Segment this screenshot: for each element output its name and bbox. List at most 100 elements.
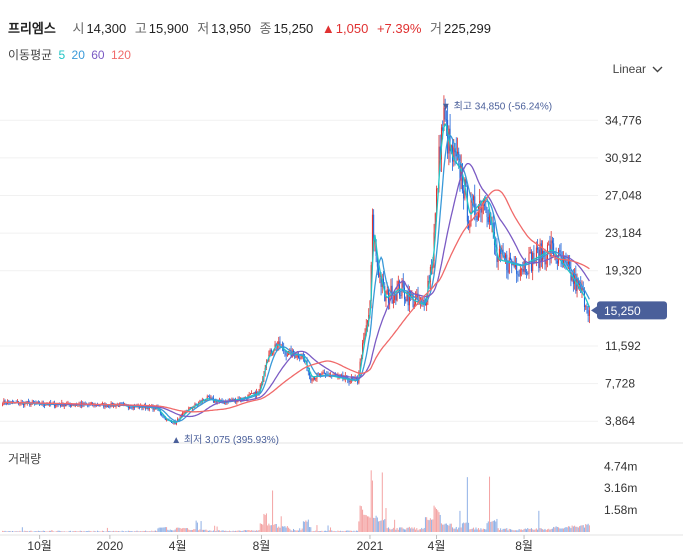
candle <box>470 199 472 222</box>
candle <box>115 405 117 407</box>
volume-bar <box>551 528 553 532</box>
candle <box>272 352 274 355</box>
candle <box>5 403 7 405</box>
volume-bar <box>586 524 588 532</box>
candle <box>74 404 76 406</box>
candle <box>579 283 581 285</box>
candle <box>424 303 426 306</box>
candle <box>90 402 92 405</box>
volume-bar <box>106 527 108 532</box>
candle <box>386 289 388 294</box>
volume-bar <box>159 527 161 532</box>
volume-bar <box>354 531 356 532</box>
candle <box>222 402 224 404</box>
candle <box>363 337 365 344</box>
volume-bar <box>81 530 83 532</box>
candle <box>498 248 500 257</box>
volume-bar <box>214 525 216 532</box>
candle <box>183 412 185 414</box>
volume-bar <box>206 530 208 532</box>
volume-bar <box>484 529 486 532</box>
candle <box>587 309 589 316</box>
volume-bar <box>305 520 307 532</box>
ma-60-line <box>2 162 590 418</box>
candle <box>216 401 218 403</box>
volume-bar <box>365 515 367 532</box>
volume-bar <box>164 527 166 532</box>
volume-bar <box>448 525 450 532</box>
volume-bar <box>36 531 38 532</box>
volume-bar <box>360 506 362 532</box>
volume-bar <box>309 527 311 532</box>
volume-bar <box>224 530 226 532</box>
volume-bar <box>506 528 508 532</box>
candle <box>516 264 518 274</box>
volume-panel-title: 거래량 <box>8 452 42 466</box>
candle <box>2 404 4 406</box>
volume-bar <box>585 524 587 532</box>
moving-average-legend[interactable]: 이동평균 5 20 60 120 <box>8 46 134 63</box>
volume-bar <box>311 531 313 532</box>
volume-bar <box>534 529 536 532</box>
candle <box>449 128 451 151</box>
candle <box>279 341 281 348</box>
volume-bar <box>538 510 540 532</box>
candle <box>307 370 309 372</box>
volume-bar <box>353 530 355 532</box>
ma-5-line <box>2 122 591 424</box>
candle <box>588 310 590 316</box>
volume-bar <box>244 530 246 532</box>
volume-bar <box>512 530 514 532</box>
volume-bar <box>136 530 138 532</box>
candle <box>348 380 350 383</box>
candle <box>295 357 297 358</box>
volume-bar <box>148 531 150 532</box>
low-value: 13,950 <box>211 21 251 36</box>
volume-bar <box>560 528 562 532</box>
volume-bar <box>196 522 198 532</box>
volume-bar <box>442 524 444 532</box>
volume-bar <box>103 530 105 532</box>
candle <box>385 293 387 302</box>
candle <box>278 341 280 346</box>
x-tick-label: 8월 <box>253 539 271 553</box>
volume-bar <box>357 530 359 532</box>
volume-bar <box>125 530 127 532</box>
volume-bar <box>454 528 456 532</box>
candle <box>236 400 238 403</box>
volume-bar <box>233 531 235 532</box>
candle <box>251 393 253 395</box>
volume-bar <box>496 518 498 532</box>
candle <box>101 403 103 405</box>
candle <box>412 294 414 308</box>
candle <box>378 266 380 277</box>
volume-bar <box>77 531 79 532</box>
volume-bar <box>116 531 118 532</box>
candle <box>380 273 382 287</box>
volume-bar <box>280 516 282 532</box>
volume-bar <box>378 521 380 532</box>
volume-bar <box>524 528 526 532</box>
volume-bar <box>500 528 502 532</box>
volume-bar <box>476 529 478 532</box>
volume-bar <box>566 527 568 532</box>
volume-bar <box>301 528 303 532</box>
volume-bar <box>461 523 463 532</box>
scale-toggle[interactable]: Linear <box>613 62 663 76</box>
volume-bar <box>191 529 193 532</box>
volume-bar <box>212 530 214 532</box>
volume-bar <box>291 530 293 532</box>
volume-bar <box>463 522 465 532</box>
change-value: 1,050 <box>335 21 369 36</box>
volume-bar <box>113 530 115 532</box>
candle <box>417 293 419 302</box>
volume-bar <box>57 530 59 532</box>
candle <box>481 205 483 213</box>
candle <box>376 255 378 267</box>
volume-bar <box>272 490 274 532</box>
volume-bar <box>105 531 107 532</box>
candle <box>47 404 49 406</box>
candle <box>487 216 489 223</box>
candle <box>286 354 288 356</box>
